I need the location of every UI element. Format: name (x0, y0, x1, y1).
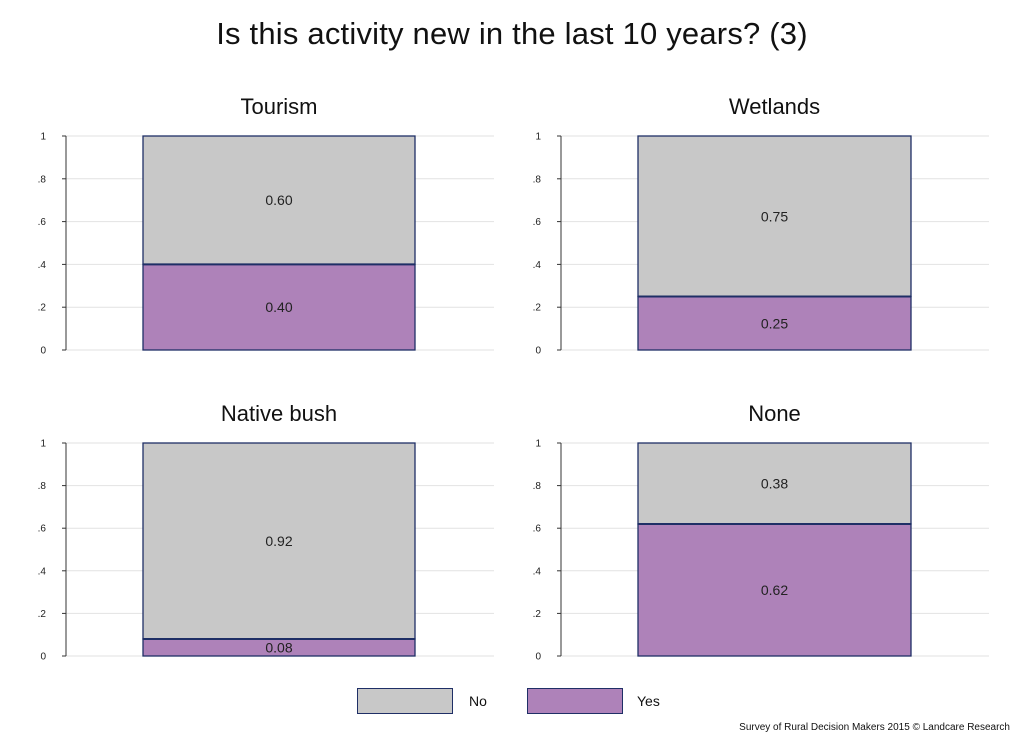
panel-title-none: None (748, 401, 801, 426)
bar-segment-no-none (637, 442, 912, 525)
data-label-no-native-bush: 0.92 (265, 533, 292, 549)
y-tick-label-wetlands: .6 (533, 217, 542, 228)
bar-segment-no-wetlands (637, 135, 912, 298)
y-tick-label-wetlands: 1 (535, 132, 541, 143)
y-tick-label-none: .4 (533, 566, 542, 577)
data-label-no-wetlands: 0.75 (761, 208, 788, 224)
y-tick-label-wetlands: .8 (533, 174, 542, 185)
y-tick-label-wetlands: .2 (533, 303, 542, 314)
legend-swatch-no (357, 688, 453, 714)
bar-segment-no-native-bush (142, 442, 416, 640)
y-tick-label-native-bush: .6 (38, 524, 47, 535)
y-tick-label-native-bush: .8 (38, 481, 47, 492)
y-tick-label-none: 0 (535, 652, 541, 663)
y-tick-label-wetlands: .4 (533, 260, 542, 271)
y-tick-label-none: .8 (533, 481, 542, 492)
panel-title-native-bush: Native bush (221, 401, 337, 426)
y-tick-label-tourism: 1 (40, 132, 46, 143)
bar-segment-yes-none (637, 523, 912, 657)
panel-title-wetlands: Wetlands (729, 94, 820, 119)
data-label-yes-none: 0.62 (761, 582, 788, 598)
data-label-yes-native-bush: 0.08 (265, 639, 292, 655)
y-tick-label-native-bush: .2 (38, 609, 47, 620)
y-tick-label-none: .6 (533, 524, 542, 535)
y-tick-label-tourism: .4 (38, 260, 47, 271)
bar-segment-yes-tourism (142, 263, 416, 351)
y-tick-label-tourism: .6 (38, 217, 47, 228)
y-tick-label-tourism: .2 (38, 303, 47, 314)
y-tick-label-none: 1 (535, 439, 541, 450)
data-label-yes-tourism: 0.40 (265, 299, 292, 315)
chart-title: Is this activity new in the last 10 year… (216, 16, 808, 51)
data-label-no-tourism: 0.60 (265, 192, 292, 208)
y-tick-label-native-bush: .4 (38, 566, 47, 577)
legend-label-yes: Yes (637, 693, 660, 709)
legend-swatch-yes (527, 688, 623, 714)
panel-title-tourism: Tourism (240, 94, 317, 119)
data-label-yes-wetlands: 0.25 (761, 315, 788, 331)
y-tick-label-native-bush: 1 (40, 439, 46, 450)
source-credit: Survey of Rural Decision Makers 2015 © L… (739, 722, 1010, 733)
data-label-no-none: 0.38 (761, 475, 788, 491)
y-tick-label-none: .2 (533, 609, 542, 620)
legend-label-no: No (469, 693, 487, 709)
y-tick-label-tourism: 0 (40, 346, 46, 357)
y-tick-label-native-bush: 0 (40, 652, 46, 663)
y-tick-label-wetlands: 0 (535, 346, 541, 357)
bar-segment-yes-wetlands (637, 295, 912, 351)
y-tick-label-tourism: .8 (38, 174, 47, 185)
